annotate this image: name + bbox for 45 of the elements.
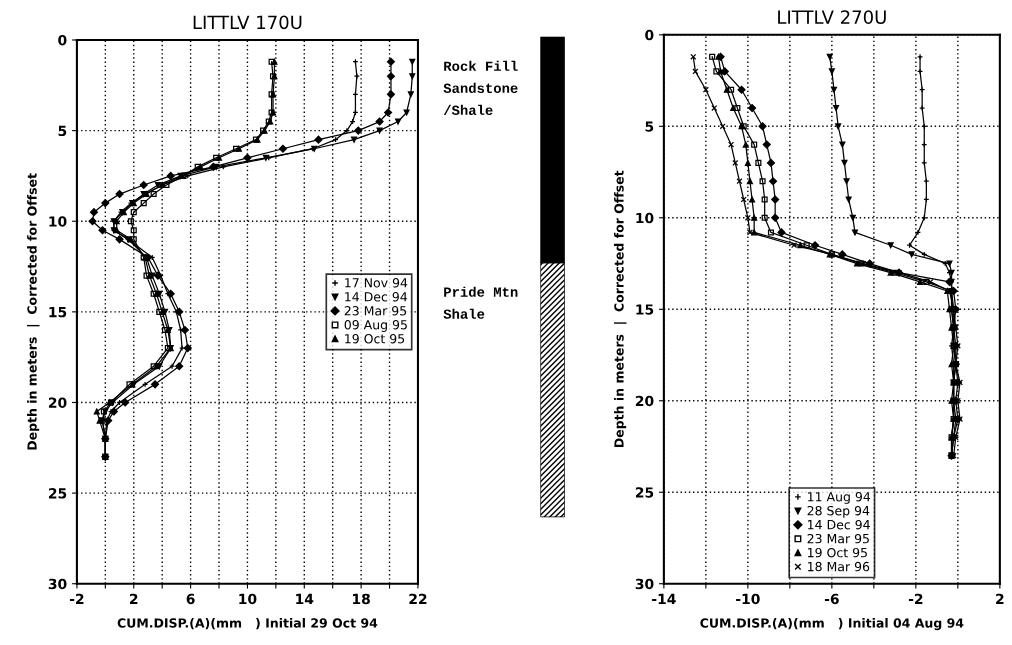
y-tick-label: 5 — [58, 125, 67, 137]
series-label: Rock Fill Sandstone /Shale — [443, 60, 518, 115]
y-tick-label: 30 — [635, 578, 654, 590]
y-tick-label: 5 — [645, 121, 654, 132]
legend-label: 14 Dec 94 — [345, 292, 408, 302]
y-tick-label: 10 — [636, 212, 654, 224]
y-tick-label: 0 — [58, 34, 67, 46]
x-tick-label: -14 — [652, 593, 676, 604]
x-tick-label: -2 — [69, 593, 84, 604]
legend-label: 23 Mar 95 — [807, 533, 869, 544]
legend-label: 09 Aug 95 — [344, 320, 407, 332]
legend-label: 19 Oct 95 — [345, 333, 405, 344]
legend-label: 17 Nov 94 — [345, 278, 408, 288]
y-tick-label: 20 — [635, 395, 654, 407]
chart-title: LITTLV 170U — [193, 15, 302, 30]
y-tick-label: 10 — [49, 216, 67, 227]
legend-label: 19 Oct 95 — [808, 547, 867, 558]
series-label: Pride Mtn Shale — [443, 286, 518, 319]
x-axis-title: CUM.DISP.(A)(mm ) Initial 29 Oct 94 — [117, 618, 378, 630]
x-tick-label: 18 — [353, 593, 370, 605]
legend-label: 14 Dec 94 — [808, 519, 870, 530]
y-tick-label: 0 — [645, 29, 654, 41]
legend-label: 18 Mar 96 — [808, 561, 870, 572]
legend-label: 28 Sep 94 — [807, 505, 870, 518]
x-axis-title: CUM.DISP.(A)(mm ) Initial 04 Aug 94 — [700, 618, 964, 631]
y-axis-title: Depth in meters | Corrected for Offset — [613, 170, 627, 448]
y-tick-label: 15 — [49, 307, 67, 318]
y-tick-label: 30 — [48, 578, 67, 590]
chart-title: LITTLV 270U — [778, 10, 886, 24]
x-tick-label: -10 — [736, 593, 760, 605]
x-tick-label: -2 — [908, 593, 923, 604]
x-tick-label: 2 — [130, 593, 138, 604]
x-tick-label: 14 — [296, 593, 314, 604]
legend-label: 23 Mar 95 — [344, 306, 407, 316]
x-tick-label: -6 — [824, 593, 839, 605]
y-axis-title: Depth in meters | Corrected for Offset — [27, 173, 40, 450]
y-tick-label: 20 — [48, 397, 67, 408]
x-tick-label: 2 — [996, 593, 1004, 604]
y-tick-label: 25 — [48, 488, 67, 499]
x-tick-label: 10 — [239, 593, 257, 605]
x-tick-label: 6 — [186, 593, 195, 605]
y-tick-label: 15 — [636, 304, 654, 315]
y-tick-label: 25 — [635, 487, 654, 498]
x-tick-label: 22 — [409, 593, 427, 604]
legend-label: 11 Aug 94 — [808, 491, 871, 504]
